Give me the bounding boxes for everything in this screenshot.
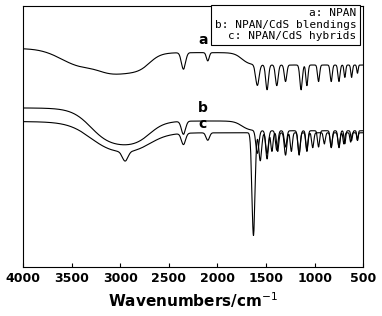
- Text: a: NPAN
b: NPAN/CdS blendings
c: NPAN/CdS hybrids: a: NPAN b: NPAN/CdS blendings c: NPAN/Cd…: [215, 8, 356, 41]
- Text: c: c: [198, 117, 206, 131]
- Text: b: b: [198, 101, 208, 115]
- X-axis label: Wavenumbers/cm$^{-1}$: Wavenumbers/cm$^{-1}$: [108, 291, 278, 310]
- Text: a: a: [198, 33, 207, 46]
